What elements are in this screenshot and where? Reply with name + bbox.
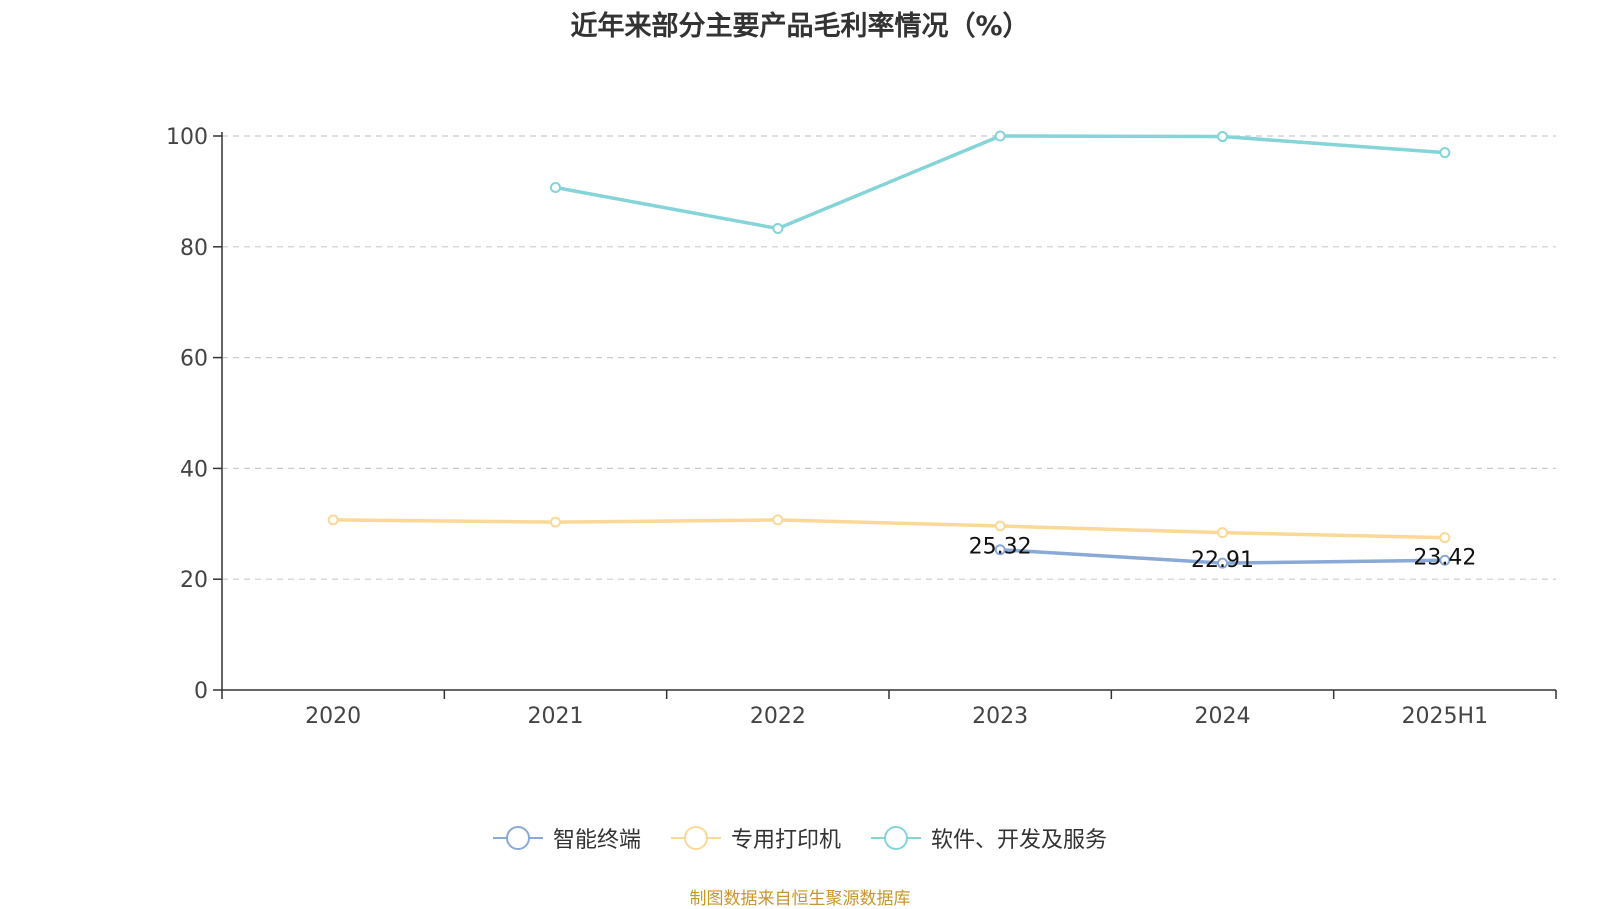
data-label: 22.91 xyxy=(1191,548,1254,573)
series-line-1 xyxy=(333,518,1445,540)
series-point-1 xyxy=(994,520,1006,532)
series-point-0 xyxy=(994,544,1006,556)
legend-item[interactable]: 软件、开发及服务 xyxy=(871,822,1107,854)
x-tick-label: 2022 xyxy=(750,704,806,729)
data-label: 23.42 xyxy=(1413,545,1476,570)
series-point-2 xyxy=(1217,131,1228,143)
series-lines xyxy=(327,130,1451,569)
y-tick-label: 100 xyxy=(166,125,208,150)
legend-label: 专用打印机 xyxy=(730,828,841,853)
data-labels: 25.32 22.91 23.42 xyxy=(969,535,1477,573)
legend-label: 软件、开发及服务 xyxy=(931,828,1108,853)
legend-swatch-icon xyxy=(871,825,921,851)
x-tick-label: 2023 xyxy=(972,704,1028,729)
y-tick-label: 60 xyxy=(180,347,208,372)
series-line-2 xyxy=(555,134,1445,231)
series-point-1 xyxy=(1217,527,1228,539)
x-tick-label: 2021 xyxy=(528,704,584,729)
x-tick-label: 2020 xyxy=(305,704,361,729)
series-point-1 xyxy=(1439,532,1451,544)
source-note: 制图数据来自恒生聚源数据库 xyxy=(689,889,911,909)
legend-swatch-icon xyxy=(492,825,543,851)
axes: 0 20 40 60 80 100 2020 2021 2022 2023 2024 2025H1 xyxy=(166,125,1557,729)
x-tick-label: 2025H1 xyxy=(1402,704,1489,729)
legend: 智能终端 专用打印机 软件、开发及服务 xyxy=(0,822,1600,854)
series-point-0 xyxy=(1439,554,1451,566)
grid-lines xyxy=(222,135,1556,580)
legend-label: 智能终端 xyxy=(552,828,641,853)
x-tick-label: 2024 xyxy=(1195,704,1251,729)
series-point-0 xyxy=(1217,557,1228,569)
series-point-1 xyxy=(550,516,561,528)
series-point-2 xyxy=(994,130,1006,142)
y-tick-label: 40 xyxy=(180,457,208,482)
legend-item[interactable]: 智能终端 xyxy=(492,822,641,854)
series-point-1 xyxy=(772,514,784,526)
y-tick-label: 0 xyxy=(194,679,208,704)
legend-item[interactable]: 专用打印机 xyxy=(670,822,841,854)
legend-swatch-icon xyxy=(670,825,721,851)
y-tick-label: 80 xyxy=(180,236,208,261)
series-point-1 xyxy=(327,514,339,526)
data-label: 25.32 xyxy=(969,535,1032,560)
y-tick-label: 20 xyxy=(180,568,208,593)
series-point-2 xyxy=(772,223,784,235)
chart-title: 近年来部分主要产品毛利率情况（%） xyxy=(570,11,1030,42)
series-point-2 xyxy=(550,182,561,194)
series-point-2 xyxy=(1439,147,1451,159)
